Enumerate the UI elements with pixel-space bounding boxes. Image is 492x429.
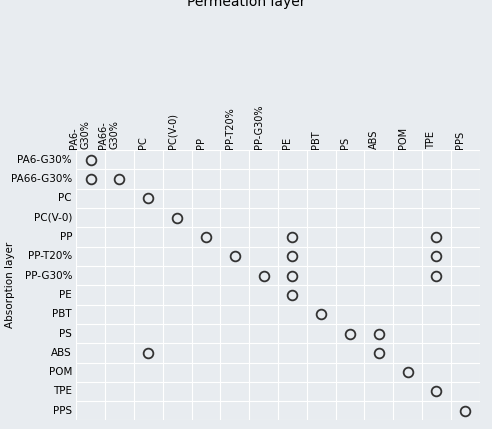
Text: Absorption layer: Absorption layer (5, 242, 15, 329)
Text: Permeation layer: Permeation layer (187, 0, 305, 9)
